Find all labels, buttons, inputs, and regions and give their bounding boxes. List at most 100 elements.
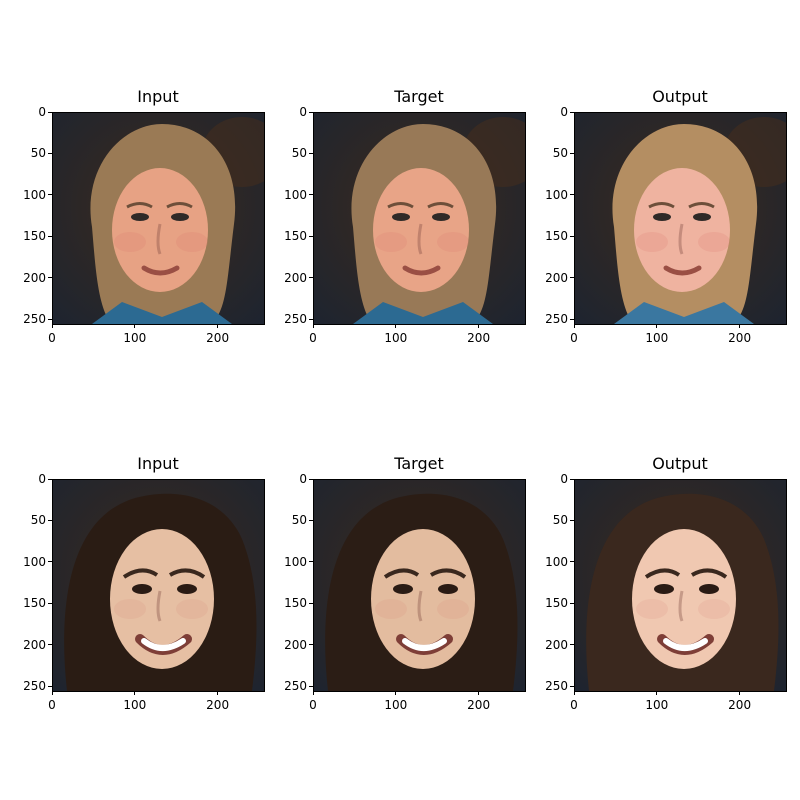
x-tick-label: 200 xyxy=(206,331,230,345)
x-tick-label: 200 xyxy=(728,331,752,345)
y-tick-label: 200 xyxy=(23,637,46,652)
x-tick-label: 0 xyxy=(48,698,56,712)
y-tick xyxy=(48,644,52,646)
x-tick xyxy=(478,324,480,328)
y-tick xyxy=(570,235,574,237)
x-tick-label: 200 xyxy=(467,331,491,345)
x-tick xyxy=(134,324,136,328)
y-tick-label: 50 xyxy=(552,146,568,161)
y-tick xyxy=(309,644,313,646)
y-tick-label: 250 xyxy=(23,679,46,694)
panel-title: Input xyxy=(137,454,179,473)
x-tick-label: 0 xyxy=(309,698,317,712)
y-tick-label: 150 xyxy=(23,229,46,244)
y-tick xyxy=(570,152,574,154)
y-tick xyxy=(48,602,52,604)
y-tick xyxy=(570,519,574,521)
y-tick-label: 250 xyxy=(545,312,568,327)
x-tick xyxy=(739,324,741,328)
x-tick-label: 100 xyxy=(384,331,408,345)
y-tick xyxy=(309,519,313,521)
y-tick-label: 100 xyxy=(545,554,568,569)
y-tick-label: 200 xyxy=(545,270,568,285)
x-tick xyxy=(312,691,314,695)
y-tick-label: 100 xyxy=(284,187,307,202)
y-tick xyxy=(309,111,313,113)
panel-title: Input xyxy=(137,87,179,106)
image-panel xyxy=(574,112,787,325)
y-tick xyxy=(570,111,574,113)
y-tick-label: 50 xyxy=(291,513,307,528)
y-tick-label: 200 xyxy=(545,637,568,652)
y-tick-label: 150 xyxy=(284,596,307,611)
image-panel xyxy=(574,479,787,692)
y-tick-label: 100 xyxy=(23,554,46,569)
x-tick xyxy=(217,691,219,695)
y-tick xyxy=(309,194,313,196)
face-photo xyxy=(574,112,786,324)
image-panel xyxy=(52,479,265,692)
y-tick-label: 100 xyxy=(545,187,568,202)
y-tick-label: 0 xyxy=(560,105,568,119)
y-tick-label: 0 xyxy=(299,472,307,486)
x-tick xyxy=(134,691,136,695)
face-photo xyxy=(52,112,264,324)
x-tick-label: 0 xyxy=(48,331,56,345)
x-tick-label: 200 xyxy=(728,698,752,712)
x-tick xyxy=(478,691,480,695)
y-tick xyxy=(570,602,574,604)
face-photo xyxy=(574,479,786,691)
y-tick-label: 100 xyxy=(284,554,307,569)
x-tick xyxy=(395,324,397,328)
y-tick-label: 50 xyxy=(552,513,568,528)
y-tick xyxy=(570,561,574,563)
x-tick-label: 200 xyxy=(467,698,491,712)
y-tick-label: 250 xyxy=(284,679,307,694)
image-panel xyxy=(52,112,265,325)
y-tick xyxy=(48,277,52,279)
y-tick xyxy=(48,152,52,154)
y-tick-label: 200 xyxy=(284,270,307,285)
y-tick-label: 50 xyxy=(30,513,46,528)
panel-title: Output xyxy=(652,454,708,473)
y-tick xyxy=(570,277,574,279)
y-tick xyxy=(48,478,52,480)
x-tick-label: 100 xyxy=(123,331,147,345)
y-tick xyxy=(309,152,313,154)
y-tick-label: 0 xyxy=(38,105,46,119)
y-tick-label: 150 xyxy=(545,596,568,611)
x-tick-label: 100 xyxy=(645,331,669,345)
x-tick-label: 200 xyxy=(206,698,230,712)
y-tick-label: 250 xyxy=(23,312,46,327)
face-photo xyxy=(313,112,525,324)
y-tick xyxy=(309,561,313,563)
y-tick xyxy=(309,685,313,687)
panel-title: Target xyxy=(394,87,444,106)
y-tick-label: 0 xyxy=(560,472,568,486)
y-tick xyxy=(48,194,52,196)
y-tick-label: 150 xyxy=(545,229,568,244)
y-tick xyxy=(570,318,574,320)
image-panel xyxy=(313,479,526,692)
x-tick xyxy=(217,324,219,328)
image-panel xyxy=(313,112,526,325)
y-tick xyxy=(309,318,313,320)
y-tick-label: 0 xyxy=(299,105,307,119)
panel-title: Target xyxy=(394,454,444,473)
y-tick-label: 200 xyxy=(284,637,307,652)
x-tick xyxy=(312,324,314,328)
y-tick xyxy=(309,602,313,604)
y-tick xyxy=(48,318,52,320)
y-tick-label: 50 xyxy=(30,146,46,161)
x-tick-label: 100 xyxy=(645,698,669,712)
y-tick-label: 150 xyxy=(284,229,307,244)
x-tick xyxy=(739,691,741,695)
y-tick xyxy=(570,644,574,646)
x-tick xyxy=(656,691,658,695)
x-tick-label: 0 xyxy=(570,698,578,712)
y-tick xyxy=(48,561,52,563)
y-tick xyxy=(48,685,52,687)
y-tick-label: 0 xyxy=(38,472,46,486)
x-tick xyxy=(51,324,53,328)
